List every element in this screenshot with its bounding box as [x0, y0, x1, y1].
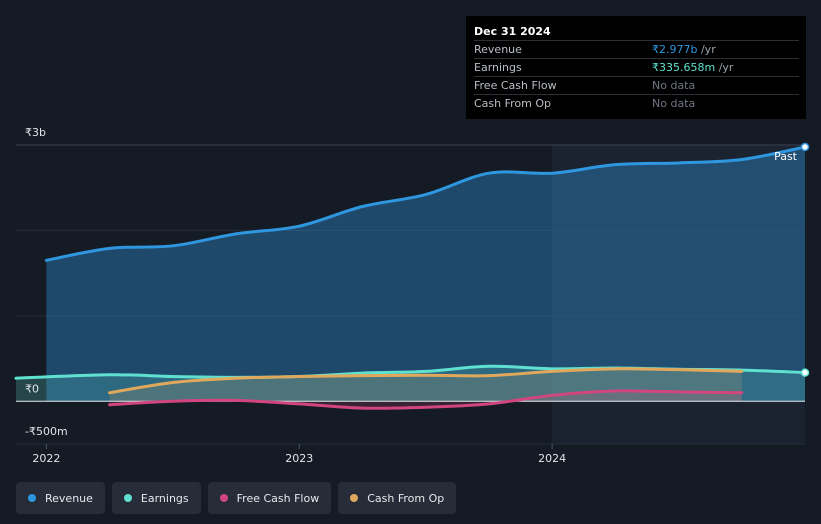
legend-dot-icon — [350, 494, 359, 502]
tooltip-label: Revenue — [474, 43, 522, 56]
legend-dot-icon — [219, 494, 228, 502]
x-tick-label: 2023 — [285, 452, 313, 465]
legend-label: Revenue — [45, 491, 93, 505]
series-lines — [14, 145, 807, 410]
x-tick-label: 2024 — [538, 452, 566, 465]
gridlines — [16, 144, 805, 445]
line-revenue — [44, 145, 807, 262]
tooltip-unit: /yr — [715, 61, 734, 74]
x-tick-label: 2022 — [32, 452, 60, 465]
legend: Revenue Earnings Free Cash Flow Cash Fro… — [16, 482, 457, 514]
legend-item-earnings[interactable]: Earnings — [111, 482, 201, 514]
y-tick-label: ₹3b — [25, 126, 46, 139]
legend-item-revenue[interactable]: Revenue — [16, 482, 105, 514]
legend-dot-icon — [123, 494, 132, 502]
area-free-cash-flow — [109, 390, 742, 409]
x-axis-labels: 2022 2023 2024 — [32, 444, 566, 465]
series-end-markers — [800, 142, 810, 377]
tooltip-value-cash-from-op: No data — [652, 97, 696, 110]
tooltip-row-revenue: Revenue ₹2.977b /yr — [474, 40, 799, 58]
y-tick-label: ₹0 — [25, 382, 39, 395]
tooltip-date: Dec 31 2024 — [474, 25, 551, 38]
y-axis-labels: ₹3b ₹0 -₹500m — [25, 126, 68, 438]
chart-canvas: ₹3b ₹0 -₹500m 2022 2023 2024 Past — [14, 126, 810, 465]
tooltip-unit: /yr — [697, 43, 716, 56]
tooltip-value-revenue: ₹2.977b — [652, 43, 698, 56]
tooltip-panel: Dec 31 2024 Revenue ₹2.977b /yr Earnings… — [466, 16, 806, 119]
legend-label: Earnings — [140, 491, 189, 505]
area-revenue — [46, 146, 806, 402]
legend-label: Free Cash Flow — [236, 491, 320, 505]
legend-dot-icon — [28, 494, 36, 502]
tooltip-value-earnings: ₹335.658m — [652, 61, 716, 74]
tooltip-row-free-cash-flow: Free Cash Flow No data — [474, 76, 799, 94]
tooltip-row-earnings: Earnings ₹335.658m /yr — [474, 58, 799, 76]
tooltip-row-cash-from-op: Cash From Op No data — [474, 94, 799, 112]
legend-item-cash-from-op[interactable]: Cash From Op — [338, 482, 457, 514]
past-region-background — [552, 145, 805, 444]
end-marker-revenue — [800, 142, 810, 152]
past-label: Past — [774, 150, 798, 163]
legend-item-free-cash-flow[interactable]: Free Cash Flow — [207, 482, 332, 514]
line-cash-from-op — [108, 367, 744, 395]
y-tick-label: -₹500m — [25, 425, 68, 438]
end-marker-earnings — [800, 368, 810, 377]
tooltip-label: Cash From Op — [474, 97, 552, 110]
legend-label: Cash From Op — [367, 491, 445, 505]
line-free-cash-flow — [108, 389, 744, 410]
tooltip-label: Free Cash Flow — [474, 79, 557, 92]
tooltip-value-free-cash-flow: No data — [652, 79, 696, 92]
tooltip-label: Earnings — [474, 61, 522, 74]
